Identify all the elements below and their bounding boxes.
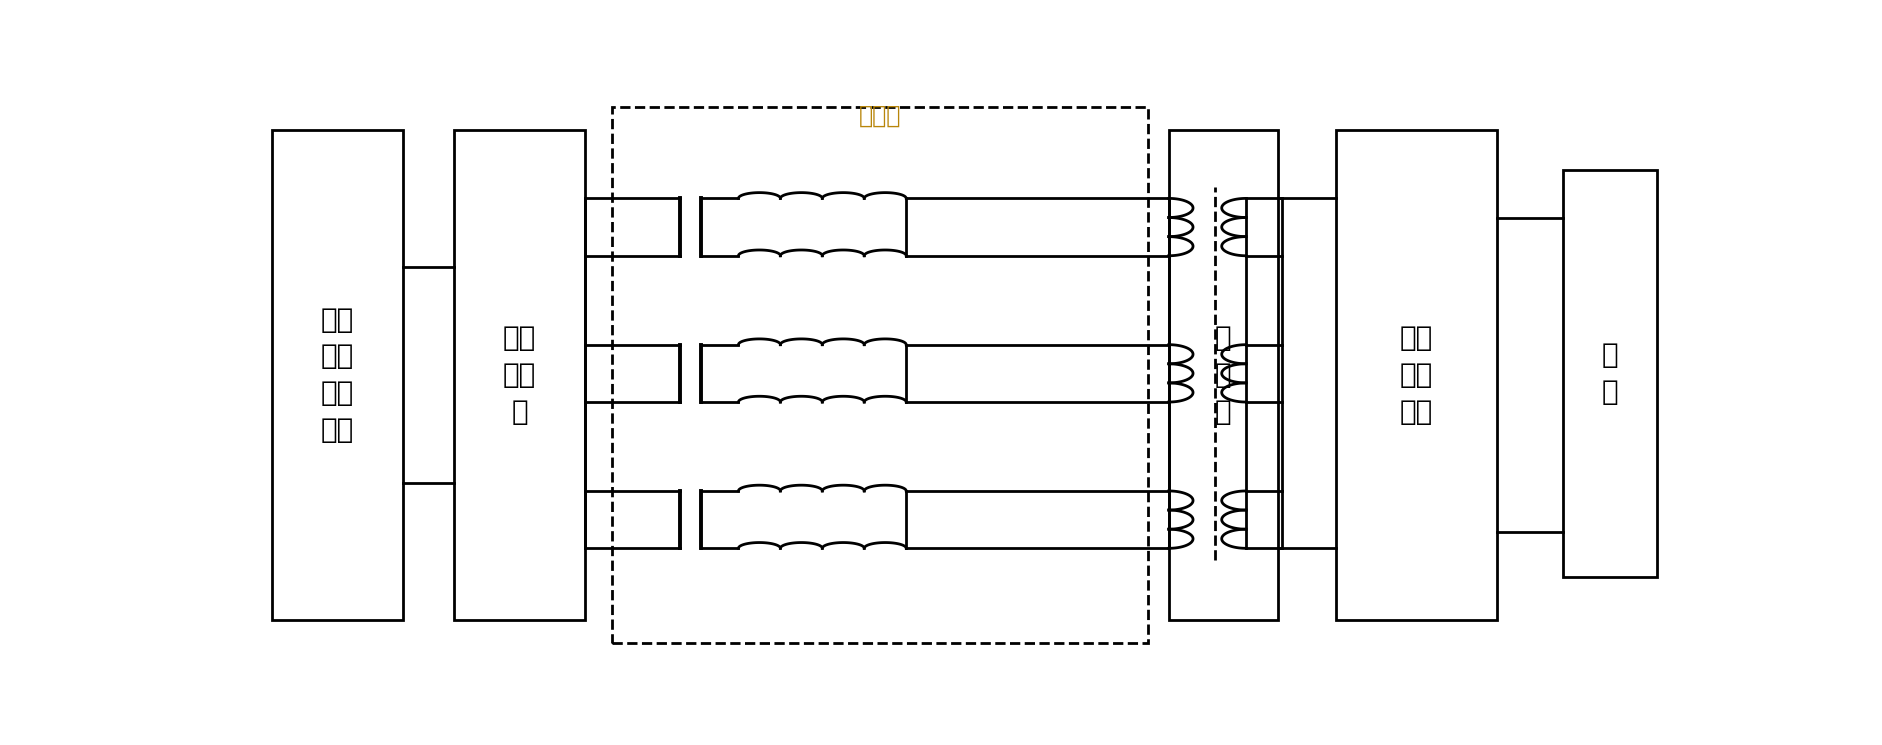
Bar bbox=[271, 130, 403, 620]
Text: 直流
母线
输入
电路: 直流 母线 输入 电路 bbox=[320, 305, 354, 444]
Bar bbox=[454, 130, 585, 620]
Bar bbox=[1336, 130, 1496, 620]
Text: 谐振槽: 谐振槽 bbox=[858, 104, 901, 127]
Text: 负
载: 负 载 bbox=[1602, 341, 1619, 406]
Bar bbox=[1169, 130, 1278, 620]
Text: 整流
滤波
电路: 整流 滤波 电路 bbox=[1400, 324, 1434, 425]
Bar bbox=[612, 107, 1148, 643]
Bar bbox=[1562, 170, 1658, 577]
Text: 变
压
器: 变 压 器 bbox=[1216, 324, 1231, 425]
Text: 方波
发生
器: 方波 发生 器 bbox=[502, 324, 536, 425]
